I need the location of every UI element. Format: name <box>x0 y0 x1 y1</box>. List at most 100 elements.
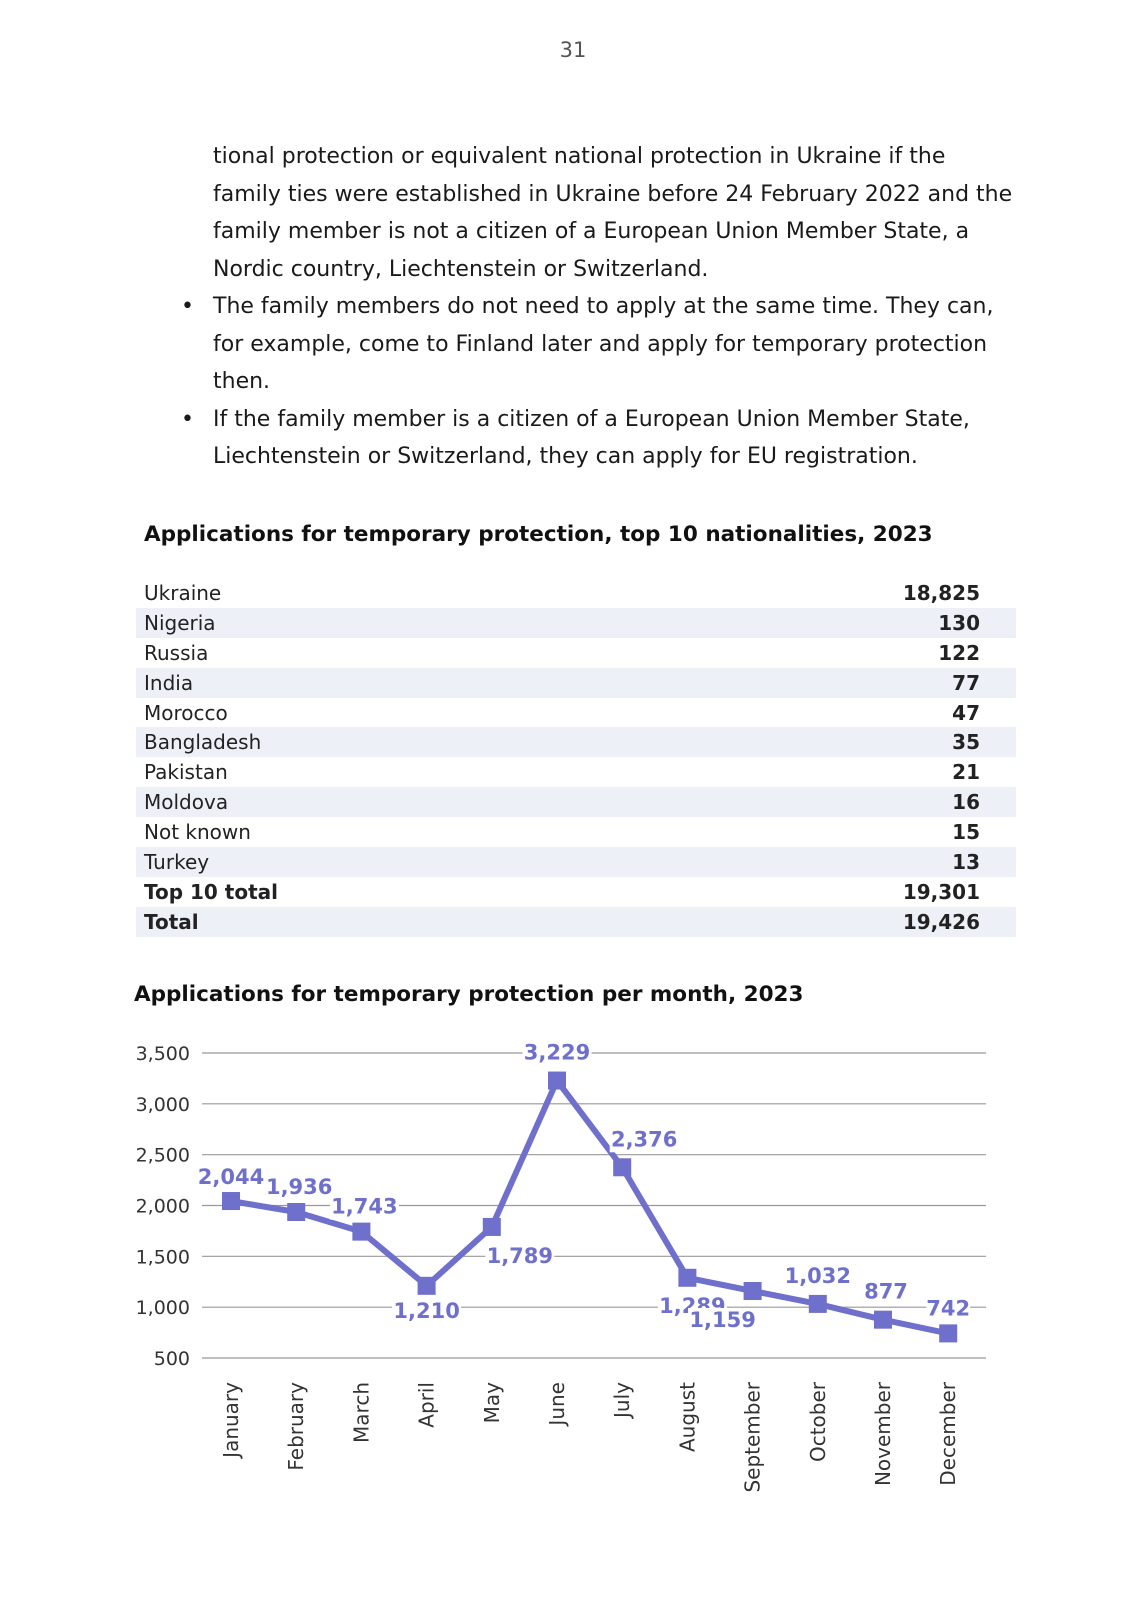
table-row: Pakistan 21 <box>136 757 1016 787</box>
y-tick-label: 1,500 <box>136 1246 190 1268</box>
y-tick-label: 3,000 <box>136 1094 190 1116</box>
x-tick-label: July <box>610 1382 634 1420</box>
data-point <box>287 1203 306 1222</box>
bullet-dot: • <box>181 294 194 319</box>
table-row: Russia 122 <box>136 638 1016 668</box>
series-line <box>230 1077 949 1337</box>
data-label-bg <box>329 1194 399 1220</box>
data-point <box>939 1324 958 1343</box>
value-cell: 77 <box>622 667 1016 698</box>
data-point <box>482 1217 501 1236</box>
top10-total-label: Top 10 total <box>144 879 279 904</box>
paragraph: tional protection or equivalent national… <box>213 144 1013 282</box>
x-tick-label: April <box>415 1382 439 1428</box>
top10-total-row: Top 10 total 19,301 <box>136 877 1016 907</box>
data-point <box>417 1276 436 1295</box>
page-number: 31 <box>559 38 587 62</box>
data-label-bg <box>926 1296 971 1322</box>
data-label: 1,032 <box>785 1264 851 1288</box>
y-tick-label: 3,500 <box>136 1043 190 1065</box>
x-tick-label: September <box>741 1381 765 1492</box>
data-label-bg <box>392 1298 462 1324</box>
x-tick-label: August <box>675 1382 699 1452</box>
data-label: 1,743 <box>331 1195 397 1219</box>
value-cell: 21 <box>952 760 980 785</box>
data-label: 1,936 <box>266 1175 332 1199</box>
data-label-bg <box>485 1243 555 1269</box>
country-cell: India <box>136 667 623 698</box>
value-cell: 15 <box>952 820 980 845</box>
x-tick-label: December <box>936 1381 960 1485</box>
value-cell: 47 <box>952 700 980 725</box>
nationalities-table: Ukraine 18,825 Nigeria 130 Russia 122 India… <box>136 578 1016 937</box>
list-item: • The family members do not need to appl… <box>181 288 1013 401</box>
y-tick-label: 2,500 <box>136 1145 190 1167</box>
country-cell: Moldova <box>136 787 623 818</box>
data-point <box>678 1268 697 1287</box>
value-cell: 16 <box>622 787 1016 818</box>
table-row: Morocco 47 <box>136 698 1016 728</box>
x-tick-label: February <box>284 1382 308 1471</box>
data-label-bg <box>264 1175 334 1201</box>
data-label-bg <box>864 1279 908 1305</box>
country-cell: Nigeria <box>136 607 623 638</box>
data-point <box>808 1294 827 1313</box>
country-cell: Pakistan <box>144 760 228 785</box>
value-cell: 13 <box>622 847 1016 877</box>
data-label: 2,044 <box>198 1165 264 1189</box>
data-label: 1,159 <box>689 1308 755 1332</box>
bullet-list: • The family members do not need to appl… <box>181 288 1013 476</box>
y-tick-label: 500 <box>154 1348 190 1370</box>
x-tick-label: June <box>545 1382 569 1428</box>
data-label: 2,376 <box>611 1127 677 1151</box>
data-point <box>874 1310 892 1329</box>
body-text: tional protection or equivalent national… <box>181 138 1013 476</box>
x-tick-label: May <box>480 1382 504 1424</box>
table-row: Nigeria 130 <box>136 607 1016 638</box>
list-item: • If the family member is a citizen of a… <box>181 401 1013 476</box>
x-tick-label: October <box>806 1381 830 1462</box>
table-row: India 77 <box>136 667 1016 698</box>
data-label: 742 <box>926 1296 970 1320</box>
country-cell: Turkey <box>136 847 623 877</box>
data-point <box>548 1071 566 1090</box>
data-point <box>743 1282 762 1301</box>
table-row: Moldova 16 <box>136 787 1016 818</box>
top10-total-value: 19,301 <box>902 879 980 904</box>
country-cell: Ukraine <box>144 580 222 605</box>
data-point <box>613 1158 632 1177</box>
total-value: 19,426 <box>622 906 1016 937</box>
value-cell: 18,825 <box>902 580 980 605</box>
data-label-bg <box>783 1263 853 1289</box>
total-label: Total <box>136 906 623 937</box>
data-label-bg <box>522 1040 592 1066</box>
bullet-dot: • <box>181 406 194 432</box>
x-tick-label: January <box>219 1382 243 1460</box>
country-cell: Not known <box>144 820 251 845</box>
data-point <box>352 1222 371 1241</box>
y-tick-label: 1,000 <box>136 1297 190 1319</box>
table-row: Ukraine 18,825 <box>136 578 1016 608</box>
x-tick-label: March <box>349 1382 373 1443</box>
table-row: Not known 15 <box>136 817 1016 847</box>
data-label-bg <box>196 1165 266 1191</box>
country-cell: Morocco <box>144 700 228 725</box>
data-label: 877 <box>864 1280 908 1304</box>
table-title: Applications for temporary protection, t… <box>144 522 933 547</box>
country-cell: Bangladesh <box>136 727 623 758</box>
data-point <box>222 1192 240 1211</box>
data-label: 1,789 <box>487 1244 553 1268</box>
data-label: 3,229 <box>524 1041 590 1065</box>
data-label-bg <box>609 1127 679 1153</box>
data-label-bg <box>688 1308 758 1334</box>
data-label: 1,210 <box>393 1299 459 1323</box>
value-cell: 122 <box>938 640 980 665</box>
value-cell: 130 <box>622 607 1016 638</box>
bullet-text: The family members do not need to apply … <box>213 294 994 394</box>
bullet-text: If the family member is a citizen of a E… <box>213 406 970 470</box>
x-tick-label: November <box>871 1381 895 1486</box>
value-cell: 35 <box>622 727 1016 758</box>
y-tick-label: 2,000 <box>136 1196 190 1218</box>
table-row: Turkey 13 <box>136 847 1016 877</box>
